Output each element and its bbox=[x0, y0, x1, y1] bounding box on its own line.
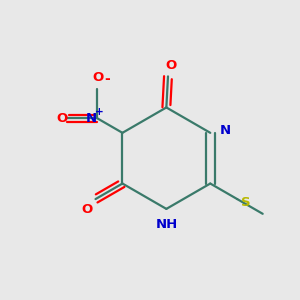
Text: O: O bbox=[57, 112, 68, 124]
Text: N: N bbox=[85, 112, 97, 124]
Text: N: N bbox=[219, 124, 231, 137]
Text: -: - bbox=[104, 72, 110, 86]
Text: S: S bbox=[242, 196, 251, 209]
Text: NH: NH bbox=[156, 218, 178, 231]
Text: O: O bbox=[166, 59, 177, 73]
Text: O: O bbox=[92, 71, 103, 84]
Text: O: O bbox=[82, 203, 93, 216]
Text: +: + bbox=[95, 107, 104, 117]
